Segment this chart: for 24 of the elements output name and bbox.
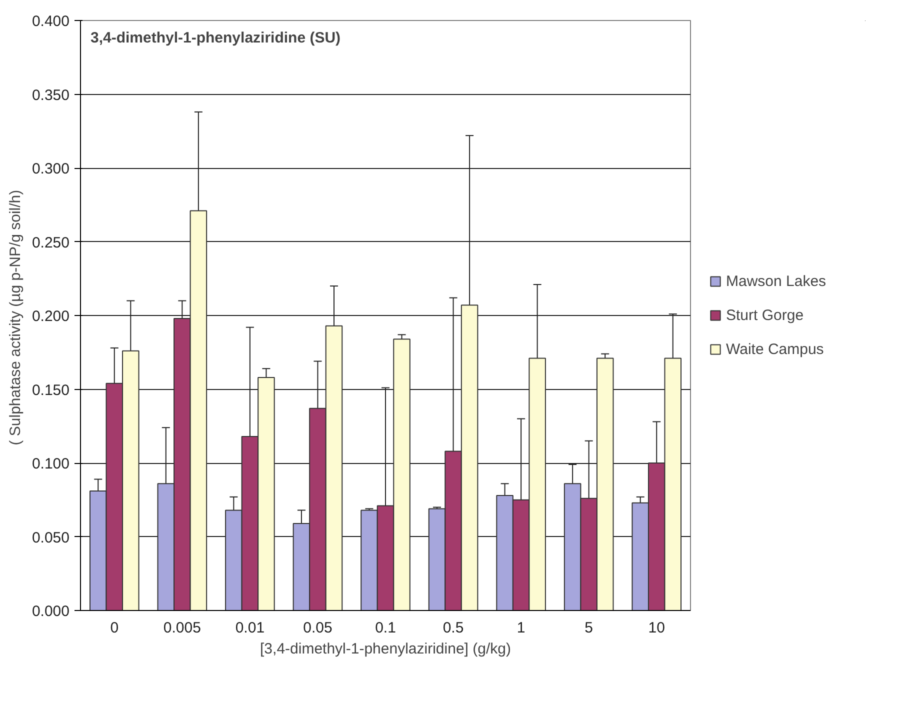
- y-tick-label: 0.150: [32, 382, 70, 399]
- x-tick-label: 0.05: [303, 620, 332, 636]
- y-tick-label: 0.100: [32, 456, 70, 472]
- legend-label: Mawson Lakes: [726, 272, 826, 291]
- x-tick-label: 1: [516, 620, 526, 636]
- x-tick-label: 0.01: [235, 620, 265, 636]
- x-tick-label: 0.005: [163, 620, 201, 636]
- y-tick-label: 0.400: [32, 13, 70, 30]
- x-tick-label: 0: [110, 620, 119, 636]
- y-tick-label: 0.300: [32, 160, 70, 178]
- x-tick-label: 10: [648, 620, 665, 636]
- y-tick-label: 0.250: [32, 234, 70, 252]
- y-tick-label: 0.350: [32, 86, 70, 104]
- legend-label: Waite Campus: [726, 340, 824, 359]
- x-tick-label: 0.1: [375, 620, 396, 636]
- x-axis-title: [3,4-dimethyl-1-phenylaziridine] (g/kg): [260, 640, 511, 658]
- x-tick-label: 0.5: [442, 620, 464, 636]
- y-tick-label: 0.050: [32, 529, 70, 546]
- x-tick-label: 5: [584, 620, 594, 636]
- y-tick-label: 0.000: [32, 603, 70, 620]
- y-tick-label: 0.200: [32, 308, 70, 325]
- text: 3,4-dimethyl-1-phenylaziridine (SU): [90, 30, 341, 46]
- y-axis-title: ( Sulphatase activity (µg p-NP/g soil/h): [6, 190, 24, 446]
- legend-label: Sturt Gorge: [726, 306, 804, 325]
